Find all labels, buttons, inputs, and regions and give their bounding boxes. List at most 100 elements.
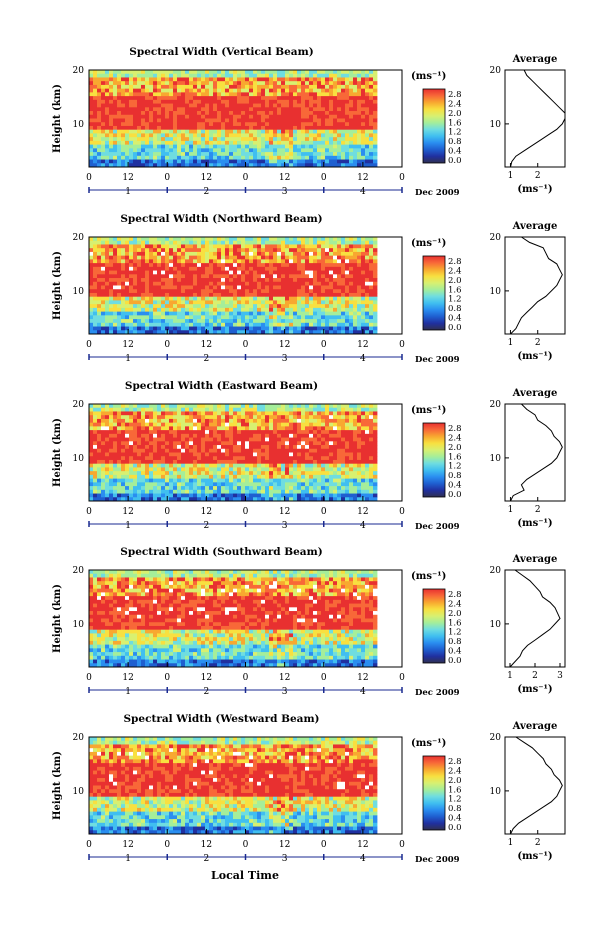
y-axis-label: Height (km) bbox=[52, 84, 63, 153]
average-x-tick-label: 1 bbox=[508, 338, 514, 348]
panel-5: Spectral Width (Westward Beam) Height (km… bbox=[52, 713, 566, 865]
day-label: 3 bbox=[282, 187, 288, 197]
x-tick-label: 0 bbox=[86, 507, 92, 517]
x-tick-label: 12 bbox=[357, 507, 368, 517]
y-axis-label: Height (km) bbox=[52, 418, 63, 487]
colorbar-tick-label: 2.8 bbox=[448, 757, 462, 767]
day-label: 4 bbox=[360, 687, 366, 697]
average-x-label: (ms⁻¹) bbox=[517, 351, 552, 362]
x-tick-label: 12 bbox=[279, 673, 290, 683]
average-title: Average bbox=[512, 721, 558, 732]
y-tick-label: 20 bbox=[73, 733, 85, 743]
x-tick-label: 0 bbox=[243, 173, 249, 183]
x-tick-label: 0 bbox=[164, 673, 170, 683]
average-x-tick-label: 2 bbox=[535, 505, 541, 515]
day-label: 3 bbox=[282, 687, 288, 697]
average-x-tick-label: 2 bbox=[535, 838, 541, 848]
x-tick-label: 12 bbox=[122, 173, 133, 183]
x-tick-label: 0 bbox=[86, 840, 92, 850]
day-label: 1 bbox=[125, 187, 131, 197]
date-label: Dec 2009 bbox=[415, 355, 460, 365]
average-x-label: (ms⁻¹) bbox=[517, 684, 552, 695]
average-profile-line bbox=[510, 236, 563, 335]
average-x-tick-label: 2 bbox=[532, 671, 538, 681]
heatmap-cells bbox=[89, 737, 378, 835]
heatmap-cells bbox=[89, 570, 378, 668]
average-x-tick-label: 1 bbox=[508, 171, 514, 181]
colorbar-tick-label: 1.2 bbox=[448, 128, 462, 138]
colorbar bbox=[422, 422, 446, 498]
x-tick-label: 12 bbox=[122, 840, 133, 850]
average-profile-line bbox=[509, 569, 561, 668]
average-x-label: (ms⁻¹) bbox=[517, 184, 552, 195]
colorbar-tick-label: 0.4 bbox=[448, 647, 462, 657]
average-y-tick-label: 10 bbox=[490, 787, 502, 797]
day-label: 4 bbox=[360, 354, 366, 364]
colorbar-tick-label: 0.0 bbox=[448, 823, 462, 833]
day-label: 1 bbox=[125, 354, 131, 364]
heatmap-cells bbox=[89, 404, 378, 502]
x-tick-label: 12 bbox=[279, 340, 290, 350]
average-x-tick-label: 1 bbox=[508, 838, 514, 848]
x-tick-label: 0 bbox=[243, 840, 249, 850]
x-tick-label: 12 bbox=[201, 340, 212, 350]
day-label: 3 bbox=[282, 354, 288, 364]
day-label: 4 bbox=[360, 187, 366, 197]
colorbar-tick-label: 0.0 bbox=[448, 656, 462, 666]
average-y-tick-label: 20 bbox=[490, 733, 502, 743]
colorbar-tick-label: 2.4 bbox=[448, 99, 462, 109]
x-tick-label: 12 bbox=[279, 840, 290, 850]
x-tick-label: 0 bbox=[321, 173, 327, 183]
x-tick-label: 0 bbox=[164, 507, 170, 517]
average-frame bbox=[504, 736, 566, 835]
date-label: Dec 2009 bbox=[415, 688, 460, 698]
x-tick-label: 0 bbox=[164, 340, 170, 350]
average-frame bbox=[504, 569, 566, 668]
day-label: 1 bbox=[125, 687, 131, 697]
colorbar bbox=[422, 255, 446, 331]
x-tick-label: 12 bbox=[357, 673, 368, 683]
average-profile-line bbox=[510, 69, 566, 168]
colorbar-unit: (ms⁻¹) bbox=[411, 238, 446, 249]
average-x-tick-label: 3 bbox=[557, 671, 563, 681]
x-tick-label: 0 bbox=[164, 840, 170, 850]
panel-2: Spectral Width (Northward Beam) Height (k… bbox=[52, 213, 566, 365]
average-title: Average bbox=[512, 388, 558, 399]
day-label: 2 bbox=[204, 354, 210, 364]
colorbar-tick-label: 2.0 bbox=[448, 276, 462, 286]
average-y-tick-label: 20 bbox=[490, 233, 502, 243]
colorbar-unit: (ms⁻¹) bbox=[411, 571, 446, 582]
panel-title: Spectral Width (Northward Beam) bbox=[120, 213, 322, 225]
day-label: 3 bbox=[282, 854, 288, 864]
panel-4: Spectral Width (Southward Beam) Height (k… bbox=[52, 546, 566, 698]
colorbar-tick-label: 0.4 bbox=[448, 814, 462, 824]
y-axis-label: Height (km) bbox=[52, 751, 63, 820]
colorbar-tick-label: 0.0 bbox=[448, 156, 462, 166]
x-tick-label: 0 bbox=[399, 507, 405, 517]
colorbar-tick-label: 1.2 bbox=[448, 628, 462, 638]
date-label: Dec 2009 bbox=[415, 855, 460, 865]
x-tick-label: 0 bbox=[86, 340, 92, 350]
x-tick-label: 12 bbox=[357, 173, 368, 183]
x-tick-label: 12 bbox=[201, 173, 212, 183]
x-tick-label: 0 bbox=[86, 673, 92, 683]
colorbar-tick-label: 1.6 bbox=[448, 452, 462, 462]
colorbar-tick-label: 2.0 bbox=[448, 609, 462, 619]
x-tick-label: 0 bbox=[399, 840, 405, 850]
average-y-tick-label: 10 bbox=[490, 120, 502, 130]
average-x-label: (ms⁻¹) bbox=[517, 518, 552, 529]
x-tick-label: 12 bbox=[357, 840, 368, 850]
x-tick-label: 0 bbox=[399, 173, 405, 183]
colorbar-unit: (ms⁻¹) bbox=[411, 71, 446, 82]
colorbar-unit: (ms⁻¹) bbox=[411, 405, 446, 416]
x-tick-label: 0 bbox=[321, 673, 327, 683]
colorbar-tick-label: 1.6 bbox=[448, 618, 462, 628]
colorbar-tick-label: 2.0 bbox=[448, 109, 462, 119]
y-tick-label: 10 bbox=[73, 620, 85, 630]
colorbar-tick-label: 2.4 bbox=[448, 433, 462, 443]
colorbar-tick-label: 0.0 bbox=[448, 323, 462, 333]
colorbar-tick-label: 1.6 bbox=[448, 118, 462, 128]
panel-title: Spectral Width (Westward Beam) bbox=[123, 713, 319, 725]
x-tick-label: 0 bbox=[321, 340, 327, 350]
